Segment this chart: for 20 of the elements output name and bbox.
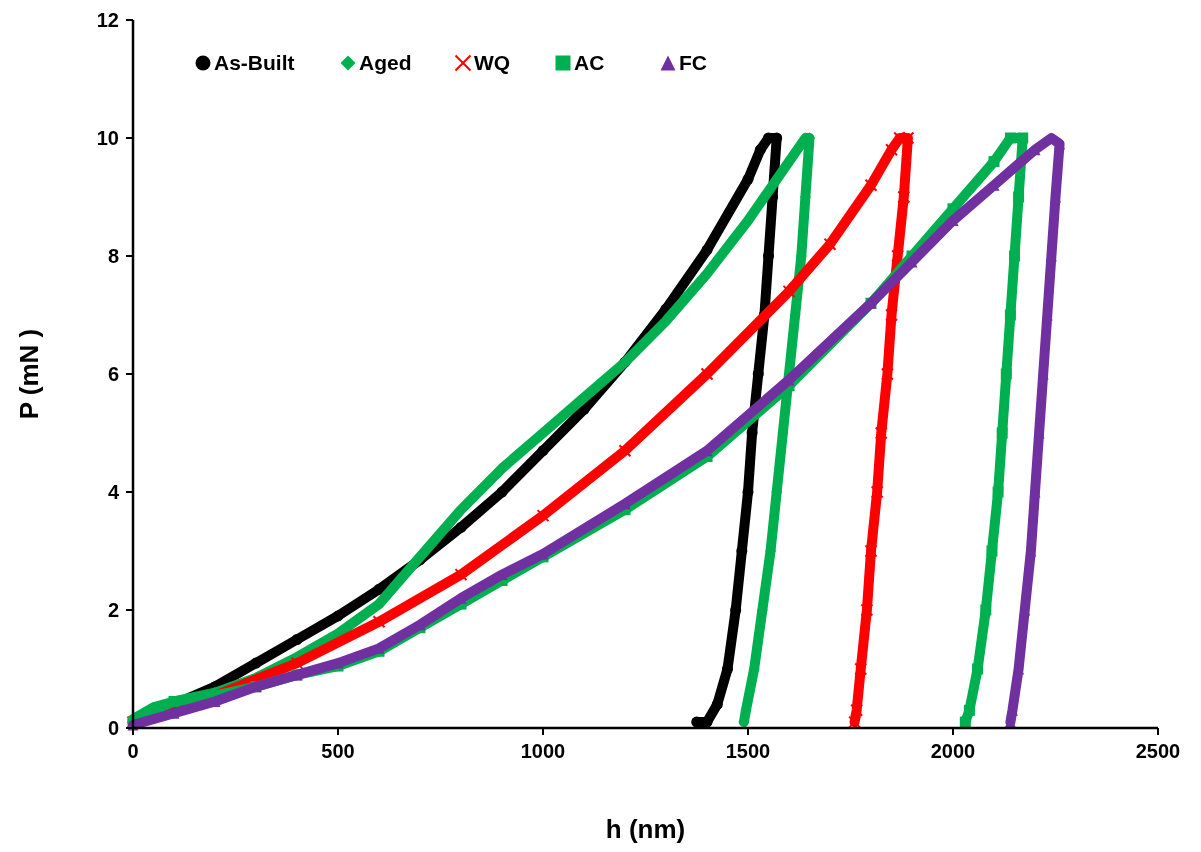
y-axis-title: P (mN ) [14,328,44,420]
y-tick-label: 2 [107,599,119,621]
y-tick-label: 8 [107,245,119,267]
x-tick-label: 2500 [1135,740,1181,762]
legend-label: WQ [474,51,511,74]
y-tick-label: 0 [107,717,119,739]
y-tick-label: 12 [96,9,119,31]
x-tick-label: 1000 [520,740,566,762]
x-tick-label: 500 [321,740,355,762]
x-tick-label: 2000 [930,740,976,762]
legend-label: As-Built [214,51,295,74]
x-tick-label: 0 [127,740,139,762]
legend-label: AC [574,51,605,74]
y-tick-label: 4 [107,481,120,503]
legend-label: Aged [359,51,412,74]
legend-label: FC [679,51,707,74]
x-axis-title: h (nm) [605,814,686,844]
x-tick-label: 1500 [725,740,771,762]
y-tick-label: 10 [96,127,119,149]
y-tick-label: 6 [107,363,119,385]
